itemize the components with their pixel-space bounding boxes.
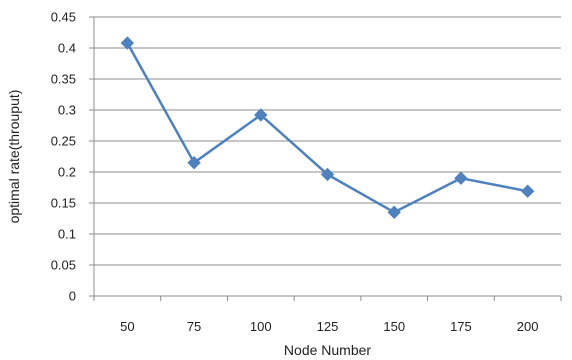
- x-tick-label: 150: [383, 319, 405, 334]
- y-tick-label: 0.45: [51, 10, 76, 25]
- data-point-marker: [187, 155, 201, 170]
- y-tick-label: 0.4: [58, 41, 76, 56]
- y-tick-label: 0.25: [51, 134, 76, 149]
- data-point-marker: [320, 167, 335, 182]
- x-tick-label: 125: [317, 319, 339, 334]
- axes: [89, 16, 562, 301]
- y-tick-label: 0.15: [51, 196, 76, 211]
- series-line: [126, 42, 528, 214]
- x-tick-label: 50: [120, 319, 134, 334]
- x-tick-label: 75: [187, 319, 201, 334]
- data-point-marker: [520, 184, 535, 198]
- y-axis-title: optimal rate(throuput): [6, 90, 22, 224]
- y-tick-labels: 0 0.05 0.1 0.15 0.2 0.25 0.3 0.35 0.4 0.45: [51, 10, 76, 304]
- data-point-marker: [387, 205, 401, 220]
- x-tick-label: 100: [250, 319, 272, 334]
- data-point-marker: [454, 171, 468, 185]
- x-tick-label: 175: [450, 319, 472, 334]
- y-tick-label: 0.35: [51, 72, 76, 87]
- data-point-marker: [120, 36, 135, 50]
- x-axis-title: Node Number: [284, 342, 371, 358]
- y-tick-label: 0: [69, 289, 76, 304]
- y-tick-label: 0.2: [58, 165, 76, 180]
- y-tick-label: 0.05: [51, 258, 76, 273]
- gridlines: [94, 16, 561, 266]
- y-tick-label: 0.1: [58, 227, 76, 242]
- data-point-marker: [254, 108, 268, 122]
- x-tick-labels: 50 75 100 125 150 175 200: [120, 319, 538, 334]
- y-tick-label: 0.3: [58, 103, 76, 118]
- x-tick-label: 200: [517, 319, 539, 334]
- series: [120, 36, 535, 220]
